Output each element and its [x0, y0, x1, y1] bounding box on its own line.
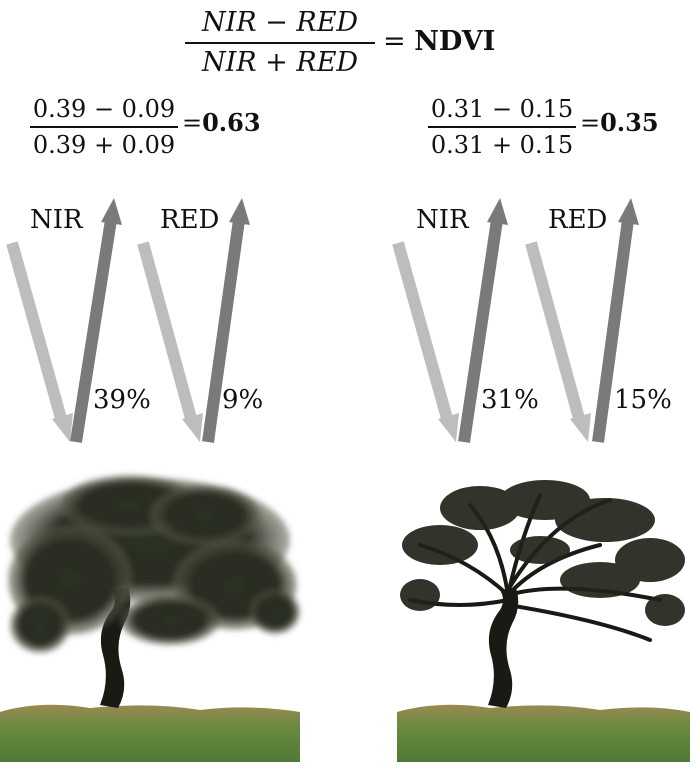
- stressed-numerator: 0.31 − 0.15: [430, 95, 574, 123]
- healthy-calculation: 0.39 − 0.09 0.39 + 0.09 =0.63: [30, 92, 290, 172]
- stressed-nir-incoming-arrow: [392, 241, 459, 442]
- stressed-trunk: [488, 588, 519, 708]
- stressed-red-reflected-arrow: [592, 198, 639, 443]
- stressed-red-label: RED: [548, 205, 608, 235]
- formula-fraction: NIR − RED NIR + RED: [185, 4, 375, 82]
- formula-denominator: NIR + RED: [201, 46, 359, 78]
- fraction-bar: [30, 126, 178, 128]
- ndvi-formula: NIR − RED NIR + RED = NDVI: [185, 4, 525, 84]
- healthy-ndvi-value: 0.63: [202, 108, 261, 137]
- stressed-nir-reflectance: 31%: [481, 385, 539, 415]
- equals-sign: =: [383, 26, 406, 57]
- healthy-red-label: RED: [160, 205, 220, 235]
- stressed-fraction: 0.31 − 0.15 0.31 + 0.15: [428, 92, 576, 162]
- healthy-denominator: 0.39 + 0.09: [32, 130, 176, 159]
- healthy-nir-label: NIR: [30, 205, 83, 235]
- stressed-nir-reflected-arrow: [458, 198, 508, 443]
- equals-sign: =: [182, 109, 203, 137]
- healthy-nir-reflectance: 39%: [93, 385, 151, 415]
- healthy-canopy: [8, 475, 300, 653]
- healthy-numerator: 0.39 − 0.09: [32, 95, 176, 123]
- healthy-fraction: 0.39 − 0.09 0.39 + 0.09: [30, 92, 178, 162]
- formula-equals: = NDVI: [383, 26, 495, 57]
- stressed-result: =0.35: [580, 108, 659, 137]
- stressed-red-reflectance: 15%: [614, 385, 672, 415]
- stressed-tree-image: [397, 480, 690, 762]
- stressed-denominator: 0.31 + 0.15: [430, 130, 574, 159]
- fraction-bar: [185, 42, 375, 44]
- fraction-bar: [428, 126, 576, 128]
- healthy-result: =0.63: [182, 108, 261, 137]
- healthy-tree-image: [0, 475, 300, 762]
- equals-sign: =: [580, 109, 601, 137]
- stressed-red-incoming-arrow: [525, 241, 591, 442]
- formula-numerator: NIR − RED: [201, 7, 359, 38]
- stressed-ground: [397, 704, 690, 762]
- healthy-nir-reflected-arrow: [70, 198, 122, 443]
- healthy-red-reflectance: 9%: [222, 385, 264, 415]
- stressed-canopy: [400, 480, 685, 626]
- healthy-ground: [0, 704, 300, 762]
- healthy-red-incoming-arrow: [137, 241, 203, 442]
- ndvi-label: NDVI: [414, 26, 496, 57]
- stressed-calculation: 0.31 − 0.15 0.31 + 0.15 =0.35: [428, 92, 688, 172]
- stressed-ndvi-value: 0.35: [600, 108, 659, 137]
- healthy-nir-incoming-arrow: [6, 241, 73, 442]
- healthy-red-reflected-arrow: [202, 198, 250, 443]
- stressed-nir-label: NIR: [416, 205, 469, 235]
